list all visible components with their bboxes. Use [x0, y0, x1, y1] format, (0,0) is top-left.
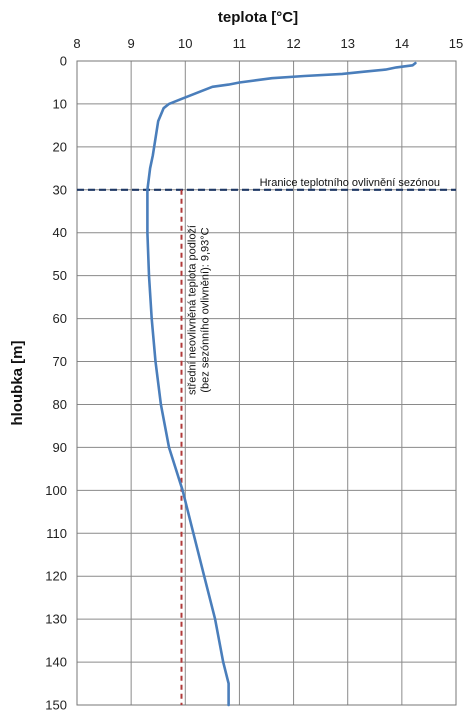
- reference-lines: [77, 188, 456, 705]
- x-tick-label: 11: [233, 36, 247, 51]
- y-tick-label: 100: [45, 483, 67, 498]
- y-tick-label: 80: [53, 397, 67, 412]
- y-tick-label: 10: [53, 96, 67, 111]
- temperature-profile-line: [146, 61, 417, 707]
- x-tick-label: 10: [178, 36, 192, 51]
- y-tick-label: 130: [45, 612, 67, 627]
- x-tick-label: 13: [340, 36, 354, 51]
- horizontal-reference-label: Hranice teplotního ovlivnění sezónou: [260, 177, 440, 189]
- y-tick-label: 20: [53, 139, 67, 154]
- plot-frame: [76, 60, 457, 706]
- x-axis-title: teplota [°C]: [218, 9, 298, 26]
- y-tick-label: 140: [45, 655, 67, 670]
- y-tick-label: 40: [53, 225, 67, 240]
- y-tick-label: 150: [45, 698, 67, 713]
- vertical-reference-label-line: (bez sezónního ovlivnění): 9,93°C: [199, 227, 211, 392]
- vertical-reference-label-text: střední neovlivněná teplota podloží(bez …: [186, 225, 211, 395]
- x-tick-label: 9: [128, 36, 135, 51]
- y-axis-title: hloubka [m]: [9, 340, 26, 425]
- y-tick-label: 120: [45, 569, 67, 584]
- y-tick-label: 0: [60, 54, 67, 69]
- x-tick-label: 14: [395, 36, 409, 51]
- y-tick-label: 90: [53, 440, 67, 455]
- y-tick-label: 70: [53, 354, 67, 369]
- tick-labels: 8 9 10 11 12 13 14 1501020304050607080901001101…: [45, 36, 463, 713]
- x-tick-label: 8: [73, 36, 80, 51]
- vertical-reference-label: střední neovlivněná teplota podloží(bez …: [186, 225, 211, 395]
- y-tick-label: 60: [53, 311, 67, 326]
- chart-series: [146, 61, 417, 707]
- x-tick-label: 15: [449, 36, 463, 51]
- vertical-reference-label-line: střední neovlivněná teplota podloží: [186, 225, 198, 395]
- y-tick-label: 50: [53, 268, 67, 283]
- chart-grid: [76, 60, 457, 706]
- y-tick-label: 110: [46, 526, 67, 541]
- y-tick-label: 30: [53, 182, 67, 197]
- x-tick-label: 12: [286, 36, 300, 51]
